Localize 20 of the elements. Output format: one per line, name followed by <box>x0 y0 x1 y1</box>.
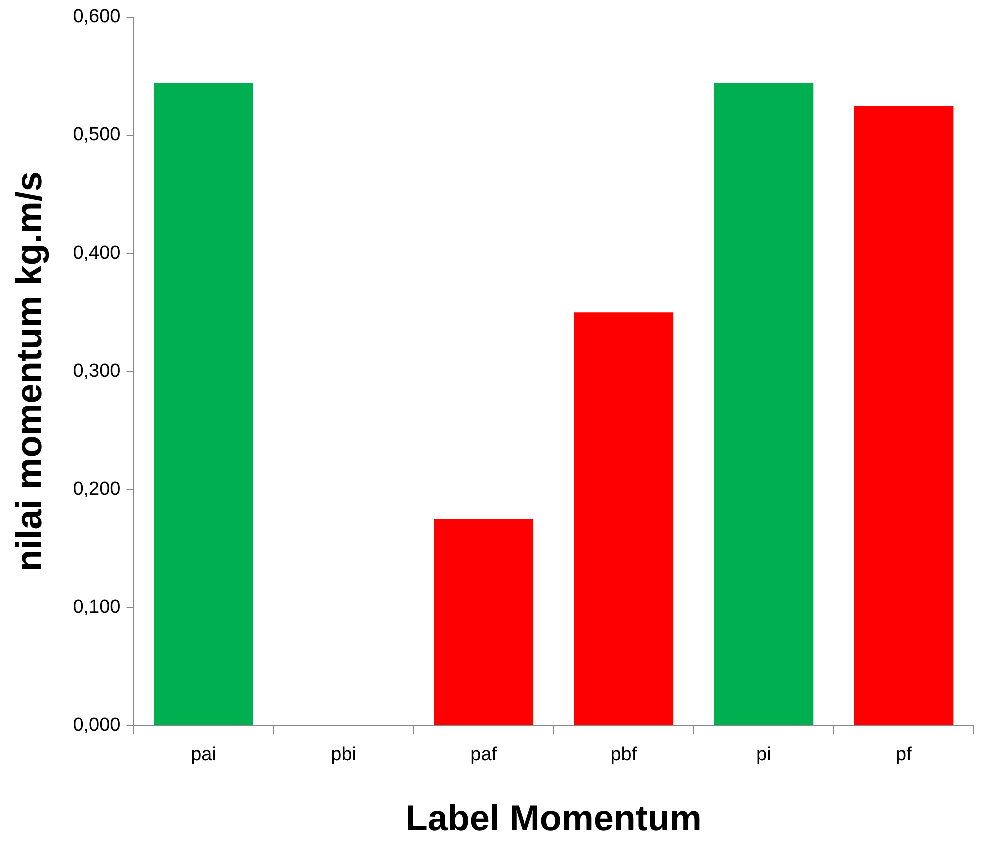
x-axis-title: Label Momentum <box>406 797 702 838</box>
x-tick-label: pbi <box>331 744 356 766</box>
bar <box>574 312 674 726</box>
x-tick-label: paf <box>470 744 498 766</box>
bar <box>154 84 254 726</box>
y-tick-label: 0,500 <box>73 124 121 146</box>
y-tick-label: 0,400 <box>73 242 121 264</box>
y-tick-label: 0,200 <box>73 479 121 500</box>
y-tick-label: 0,300 <box>73 360 121 382</box>
y-tick-label: 0,600 <box>73 6 121 28</box>
bar <box>434 519 534 726</box>
x-tick-label: pi <box>756 744 772 766</box>
bar <box>854 106 954 726</box>
x-tick-label: pbf <box>610 744 638 766</box>
y-tick-label: 0,000 <box>73 715 121 736</box>
y-tick-label: 0,100 <box>73 597 121 618</box>
bar <box>714 84 814 726</box>
x-tick-label: pai <box>191 744 216 766</box>
y-axis-title: nilai momentum kg.m/s <box>8 172 50 572</box>
x-tick-label: pf <box>896 744 913 766</box>
